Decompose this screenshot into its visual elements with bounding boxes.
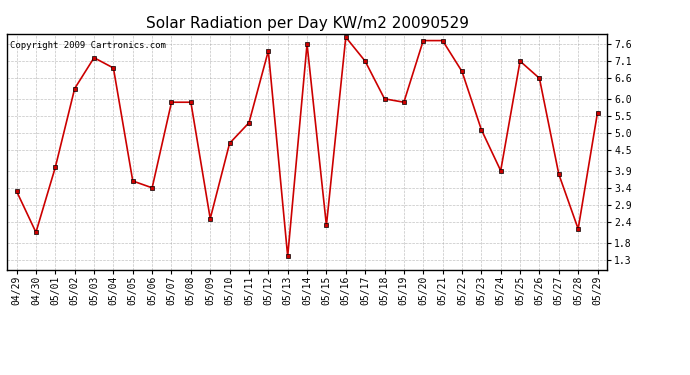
Text: Copyright 2009 Cartronics.com: Copyright 2009 Cartronics.com [10, 41, 166, 50]
Title: Solar Radiation per Day KW/m2 20090529: Solar Radiation per Day KW/m2 20090529 [146, 16, 469, 31]
